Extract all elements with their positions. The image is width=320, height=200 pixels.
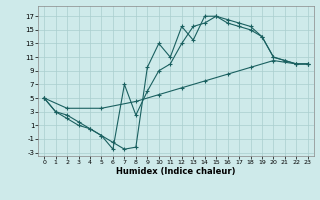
X-axis label: Humidex (Indice chaleur): Humidex (Indice chaleur) (116, 167, 236, 176)
